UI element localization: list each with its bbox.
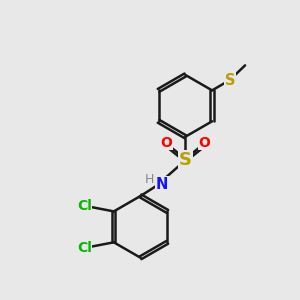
Text: Cl: Cl — [77, 199, 92, 212]
Text: O: O — [160, 136, 172, 150]
Text: H: H — [145, 172, 154, 186]
Text: Cl: Cl — [77, 241, 92, 255]
Text: N: N — [156, 177, 168, 192]
Text: S: S — [224, 73, 235, 88]
Text: O: O — [199, 136, 210, 150]
Text: S: S — [179, 151, 192, 169]
